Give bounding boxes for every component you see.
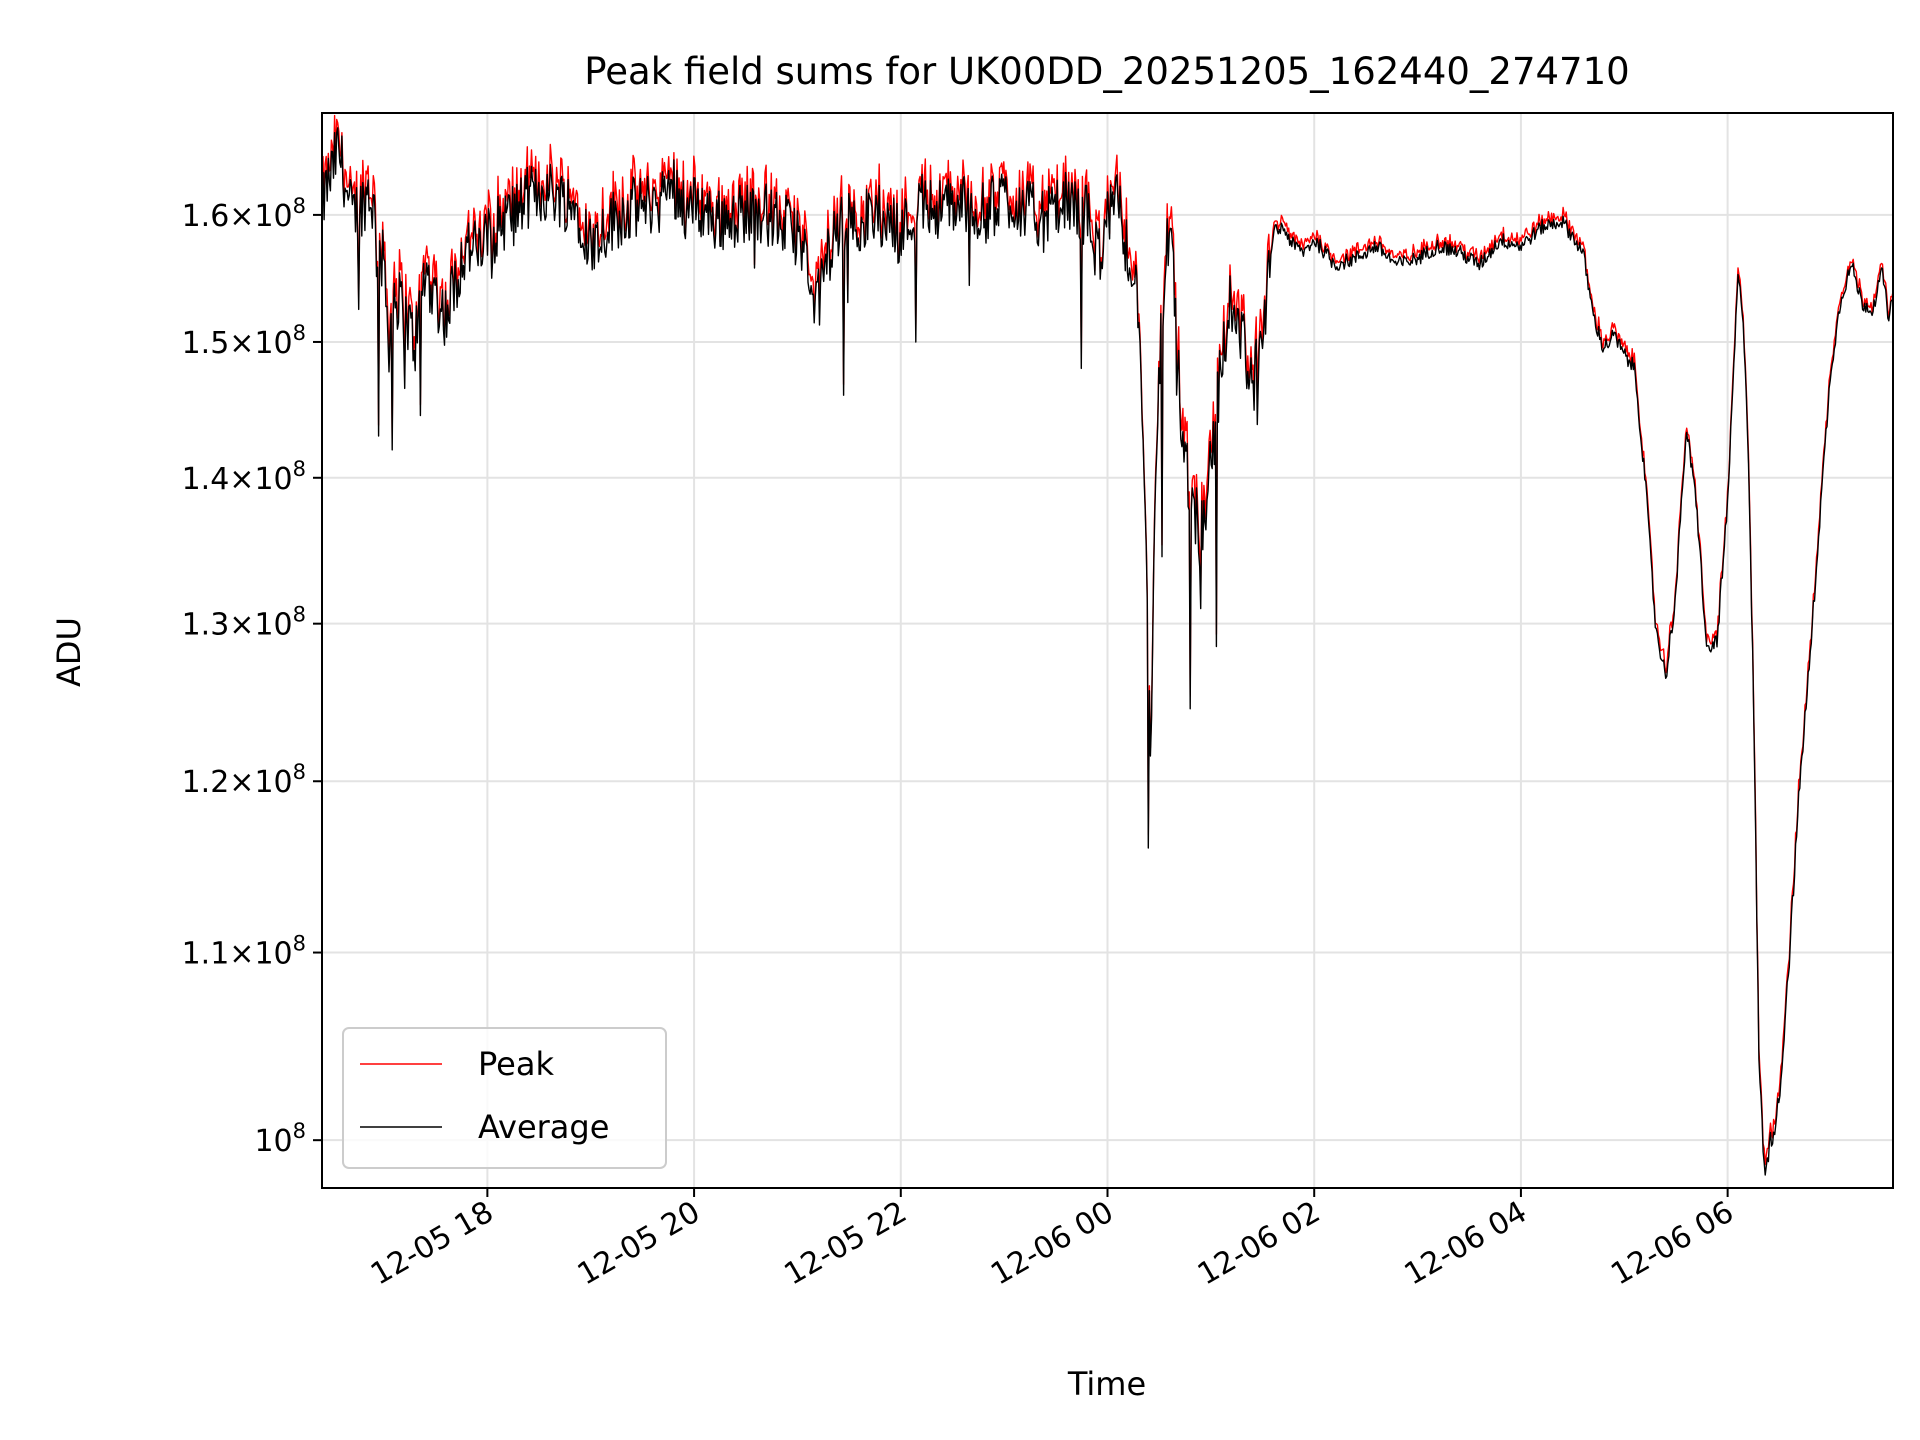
y-tick-label: 1.4×108: [182, 457, 306, 497]
y-tick-label: 1.5×108: [182, 321, 306, 361]
legend-box: [342, 1027, 667, 1169]
legend-average-label: Average: [478, 1108, 609, 1146]
y-tick-label: 1.2×108: [182, 760, 306, 800]
y-tick-label: 1.1×108: [182, 932, 306, 972]
legend: Peak Average: [342, 1027, 667, 1169]
legend-peak-label: Peak: [478, 1045, 554, 1083]
y-axis-label: ADU: [50, 617, 88, 687]
y-tick-label: 108: [254, 1119, 306, 1159]
chart-title: Peak field sums for UK00DD_20251205_1624…: [584, 50, 1629, 93]
series-layer: [322, 114, 1893, 1176]
x-axis-label: Time: [1067, 1365, 1146, 1403]
y-tick-label: 1.3×108: [182, 603, 306, 643]
y-tick-label: 1.6×108: [182, 194, 306, 234]
average-series-line: [322, 127, 1893, 1176]
